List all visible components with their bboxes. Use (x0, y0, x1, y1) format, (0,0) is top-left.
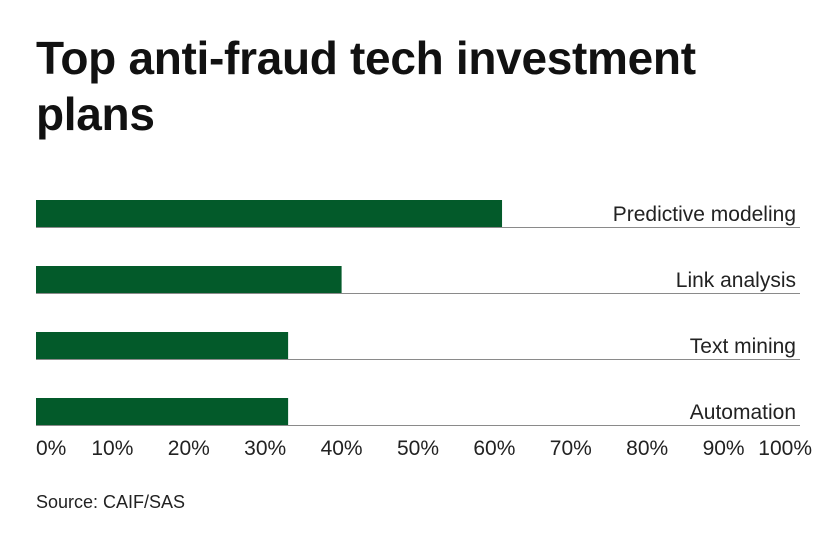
x-tick-label: 90% (703, 437, 745, 460)
x-tick-label: 70% (550, 437, 592, 460)
x-tick-label: 20% (168, 437, 210, 460)
x-tick-label: 30% (244, 437, 286, 460)
category-label: Automation (690, 401, 796, 424)
bar-chart: Predictive modeling Link analysis Text min… (36, 200, 812, 460)
bar-predictive-modeling (36, 200, 503, 227)
source-note: Source: CAIF/SAS (36, 492, 186, 512)
x-axis-ticks: 0% 10% 20% 30% 40% 50% 60% 70% 80% 90% 100% (36, 437, 812, 460)
chart-title: Top anti-fraud tech investment plans (36, 32, 696, 140)
x-tick-label: 100% (758, 437, 812, 460)
x-tick-label: 60% (473, 437, 515, 460)
bar-automation (36, 398, 289, 425)
x-tick-label: 40% (321, 437, 363, 460)
category-label: Text mining (690, 335, 796, 358)
x-tick-label: 80% (626, 437, 668, 460)
bar-text-mining (36, 332, 289, 359)
category-label: Link analysis (676, 269, 796, 292)
x-tick-label: 50% (397, 437, 439, 460)
bars-group: Predictive modeling Link analysis Text min… (36, 200, 800, 426)
bar-link-analysis (36, 266, 342, 293)
x-tick-label: 10% (91, 437, 133, 460)
x-tick-label: 0% (36, 437, 66, 460)
category-label: Predictive modeling (613, 203, 796, 226)
